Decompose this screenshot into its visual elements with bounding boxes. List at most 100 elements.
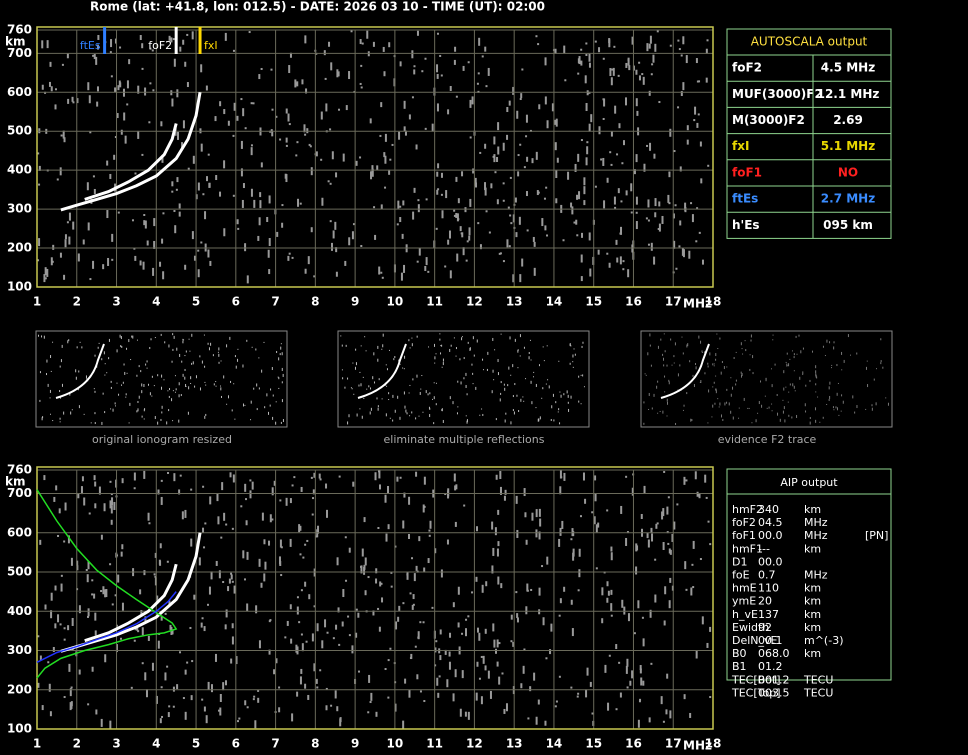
noise <box>454 46 457 52</box>
noise <box>654 43 657 52</box>
noise <box>104 363 106 365</box>
noise <box>388 42 391 48</box>
noise <box>281 204 284 207</box>
noise <box>647 352 649 356</box>
noise <box>315 535 318 538</box>
noise <box>113 501 116 510</box>
noise <box>285 144 288 147</box>
noise <box>151 662 154 671</box>
noise <box>647 243 650 246</box>
noise <box>453 59 456 65</box>
noise <box>382 46 385 52</box>
noise <box>516 617 519 623</box>
noise <box>321 197 324 206</box>
noise <box>392 419 394 422</box>
noise <box>404 130 407 136</box>
noise <box>119 334 121 338</box>
noise <box>541 218 544 227</box>
noise <box>336 706 339 712</box>
plot-frame <box>36 466 714 730</box>
noise <box>668 548 671 554</box>
noise <box>678 48 681 51</box>
noise <box>176 684 179 690</box>
noise <box>570 202 573 208</box>
noise <box>161 374 163 378</box>
noise <box>608 39 611 48</box>
noise <box>342 377 344 380</box>
noise <box>421 70 424 73</box>
noise <box>287 255 290 261</box>
noise <box>517 349 519 353</box>
noise <box>172 348 174 351</box>
noise <box>670 338 672 341</box>
noise <box>339 717 342 723</box>
noise <box>325 103 328 112</box>
noise <box>586 141 589 144</box>
noise <box>240 140 243 149</box>
noise <box>496 661 499 667</box>
noise <box>37 152 40 155</box>
noise <box>164 672 167 681</box>
x-tick-label: 7 <box>271 295 279 309</box>
noise <box>187 167 190 170</box>
noise <box>440 569 443 578</box>
noise <box>428 534 431 537</box>
noise <box>192 155 195 164</box>
noise <box>657 380 659 383</box>
y-tick-label: 700 <box>7 46 32 60</box>
x-tick-label: 1 <box>33 737 41 751</box>
noise <box>639 698 642 701</box>
noise <box>523 166 526 169</box>
noise <box>355 362 357 366</box>
noise <box>146 240 149 246</box>
noise <box>525 135 528 138</box>
noise <box>475 692 478 701</box>
noise <box>312 489 315 495</box>
noise <box>707 520 710 523</box>
noise <box>182 39 185 45</box>
noise <box>206 176 209 182</box>
noise <box>38 238 41 247</box>
noise <box>429 414 431 418</box>
noise <box>546 345 548 347</box>
noise <box>359 371 361 373</box>
noise <box>71 409 73 411</box>
noise <box>305 88 308 94</box>
noise <box>384 668 387 671</box>
aip-cell: foE <box>732 569 750 582</box>
noise <box>431 123 434 132</box>
noise <box>234 355 236 358</box>
noise <box>619 256 622 265</box>
noise <box>749 368 751 371</box>
noise <box>668 379 670 382</box>
noise <box>323 50 326 56</box>
noise <box>685 588 688 591</box>
noise <box>139 589 142 595</box>
y-axis-label: km <box>5 475 25 489</box>
noise <box>273 669 276 675</box>
noise <box>408 392 410 394</box>
noise <box>434 356 436 360</box>
noise <box>854 411 856 414</box>
noise <box>714 402 716 405</box>
noise <box>745 349 747 352</box>
noise <box>335 624 338 630</box>
noise <box>481 55 484 58</box>
noise <box>403 126 406 132</box>
noise <box>508 100 511 106</box>
noise <box>120 129 123 135</box>
noise <box>442 362 444 366</box>
noise <box>313 663 316 672</box>
noise <box>555 401 557 404</box>
noise <box>581 232 584 238</box>
noise <box>704 351 706 354</box>
noise <box>301 79 304 85</box>
noise <box>68 339 70 342</box>
noise <box>698 80 701 83</box>
noise <box>692 586 695 589</box>
noise <box>666 401 668 405</box>
noise <box>48 81 51 87</box>
noise <box>554 142 557 151</box>
noise <box>463 377 465 380</box>
marker-label: foF2 <box>148 39 172 52</box>
